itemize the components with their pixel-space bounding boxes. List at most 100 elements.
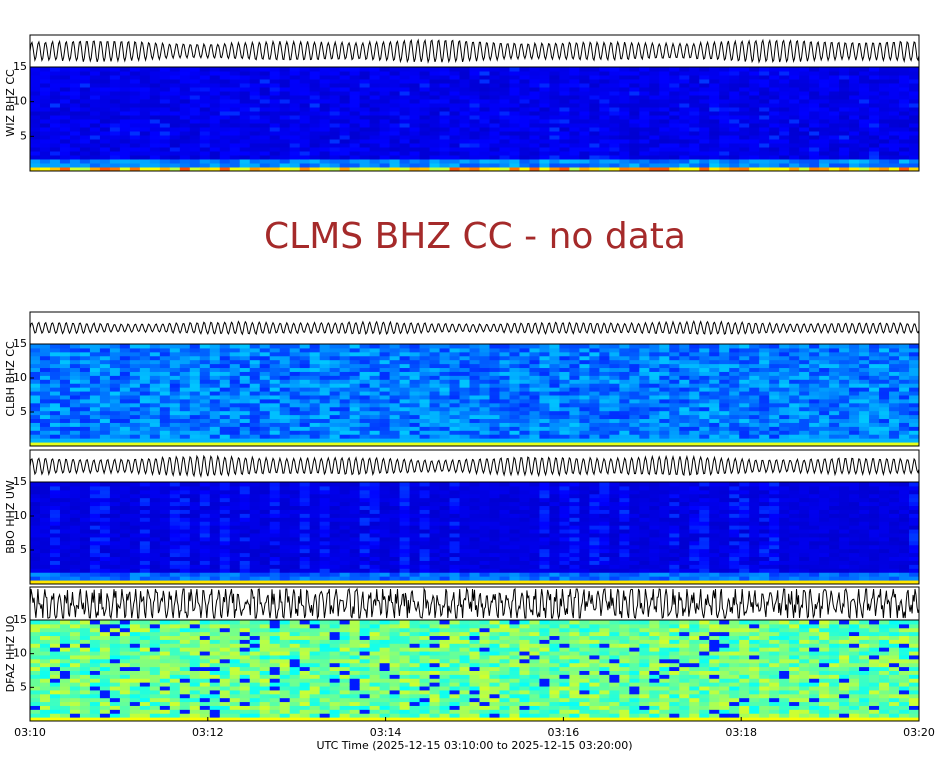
spectrogram-cell <box>30 494 40 498</box>
spectrogram-cell <box>90 391 100 395</box>
spectrogram-cell <box>430 426 440 430</box>
spectrogram-cell <box>909 147 919 152</box>
spectrogram-cell <box>749 87 759 92</box>
spectrogram-cell <box>190 422 200 426</box>
spectrogram-cell <box>779 87 789 92</box>
spectrogram-cell <box>549 348 559 352</box>
spectrogram-cell <box>340 151 350 156</box>
spectrogram-cell <box>470 79 480 84</box>
spectrogram-cell <box>729 107 739 112</box>
spectrogram-cell <box>70 553 80 557</box>
spectrogram-cell <box>270 139 280 144</box>
spectrogram-cell <box>689 434 699 438</box>
spectrogram-cell <box>589 115 599 120</box>
spectrogram-cell <box>380 348 390 352</box>
spectrogram-cell <box>779 364 789 368</box>
spectrogram-cell <box>589 131 599 136</box>
spectrogram-cell <box>899 143 909 148</box>
spectrogram-cell <box>240 395 250 399</box>
spectrogram-cell <box>270 415 280 419</box>
spectrogram-cell <box>789 119 799 124</box>
spectrogram-cell <box>879 79 889 84</box>
spectrogram-cell <box>340 430 350 434</box>
spectrogram-cell <box>709 399 719 403</box>
spectrogram-cell <box>370 139 380 144</box>
spectrogram-cell <box>30 115 40 120</box>
spectrogram-cell <box>869 422 879 426</box>
spectrogram-cell <box>869 387 879 391</box>
spectrogram-cell <box>479 135 489 140</box>
spectrogram-cell <box>529 159 539 164</box>
spectrogram-cell <box>789 415 799 419</box>
spectrogram-cell <box>839 147 849 152</box>
spectrogram-cell <box>869 95 879 100</box>
spectrogram-cell <box>529 107 539 112</box>
spectrogram-cell <box>479 348 489 352</box>
spectrogram-cell <box>410 375 420 379</box>
spectrogram-cell <box>270 364 280 368</box>
spectrogram-cell <box>509 415 519 419</box>
spectrogram-cell <box>629 103 639 108</box>
spectrogram-cell <box>799 75 809 80</box>
spectrogram-cell <box>110 509 120 513</box>
spectrogram-cell <box>120 517 130 521</box>
spectrogram-cell <box>679 430 689 434</box>
spectrogram-cell <box>589 364 599 368</box>
spectrogram-cell <box>539 430 549 434</box>
spectrogram-cell <box>260 107 270 112</box>
spectrogram-cell <box>769 383 779 387</box>
spectrogram-cell <box>50 375 60 379</box>
spectrogram-cell <box>430 91 440 96</box>
spectrogram-cell <box>589 395 599 399</box>
spectrogram-cell <box>799 147 809 152</box>
spectrogram-cell <box>70 411 80 415</box>
spectrogram-cell <box>869 348 879 352</box>
spectrogram-cell <box>240 123 250 128</box>
spectrogram-cell <box>70 517 80 521</box>
spectrogram-cell <box>190 147 200 152</box>
spectrogram-cell <box>400 356 410 360</box>
spectrogram-cell <box>659 419 669 423</box>
spectrogram-cell <box>290 395 300 399</box>
spectrogram-cell <box>300 415 310 419</box>
spectrogram-cell <box>320 111 330 116</box>
spectrogram-cell <box>899 375 909 379</box>
spectrogram-cell <box>160 147 170 152</box>
spectrogram-cell <box>889 356 899 360</box>
spectrogram-cell <box>420 364 430 368</box>
spectrogram-cell <box>370 111 380 116</box>
spectrogram-cell <box>679 387 689 391</box>
spectrogram-cell <box>230 159 240 164</box>
spectrogram-cell <box>40 422 50 426</box>
spectrogram-cell <box>370 360 380 364</box>
spectrogram-cell <box>470 67 480 72</box>
spectrogram-cell <box>160 568 170 572</box>
spectrogram-cell <box>779 403 789 407</box>
spectrogram-cell <box>729 123 739 128</box>
spectrogram-cell <box>839 430 849 434</box>
spectrogram-cell <box>909 371 919 375</box>
spectrogram-cell <box>649 415 659 419</box>
spectrogram-cell <box>130 111 140 116</box>
spectrogram-cell <box>669 391 679 395</box>
spectrogram-cell <box>839 387 849 391</box>
spectrogram-cell <box>889 375 899 379</box>
spectrogram-cell <box>799 407 809 411</box>
spectrogram-cell <box>509 364 519 368</box>
spectrogram-cell <box>120 75 130 80</box>
spectrogram-cell <box>689 119 699 124</box>
spectrogram-cell <box>559 151 569 156</box>
spectrogram-cell <box>170 352 180 356</box>
spectrogram-cell <box>80 537 90 541</box>
spectrogram-cell <box>699 399 709 403</box>
spectrogram-cell <box>260 411 270 415</box>
spectrogram-cell <box>390 115 400 120</box>
spectrogram-cell <box>460 383 470 387</box>
spectrogram-cell <box>589 71 599 76</box>
spectrogram-cell <box>60 568 70 572</box>
spectrogram-cell <box>50 123 60 128</box>
spectrogram-cell <box>589 67 599 72</box>
spectrogram-cell <box>240 422 250 426</box>
spectrogram-cell <box>50 119 60 124</box>
spectrogram-cell <box>30 107 40 112</box>
